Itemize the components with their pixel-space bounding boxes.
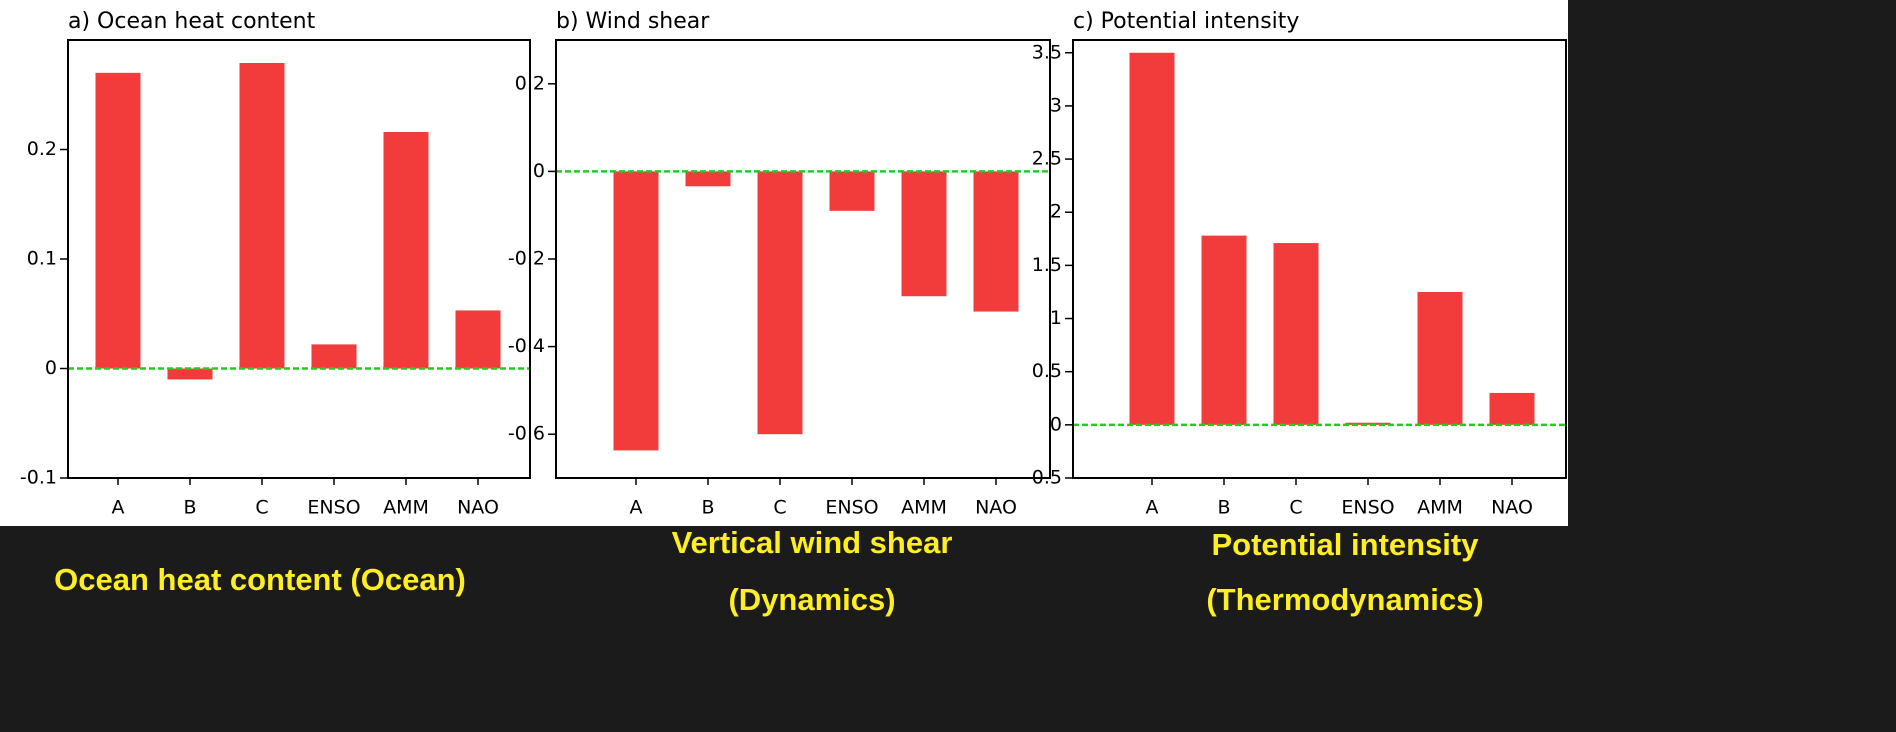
x-tick-label: ENSO bbox=[1341, 497, 1394, 519]
y-tick-label: -0.6 bbox=[508, 423, 545, 445]
y-tick-label: 0 bbox=[533, 160, 545, 182]
x-tick-label: NAO bbox=[975, 497, 1017, 519]
bar bbox=[757, 171, 803, 435]
x-tick-label: C bbox=[1289, 497, 1302, 519]
bar bbox=[901, 171, 947, 297]
y-tick-label: -0.2 bbox=[508, 248, 545, 270]
plot-frame bbox=[1072, 39, 1567, 479]
y-tick-label: 0.5 bbox=[1032, 360, 1062, 382]
y-tick-label: 3.5 bbox=[1032, 41, 1062, 63]
bar bbox=[1345, 422, 1391, 425]
x-tick-label: A bbox=[112, 497, 125, 519]
bar bbox=[685, 171, 731, 187]
y-tick-label: 3 bbox=[1050, 94, 1062, 116]
panel-title: b) Wind shear bbox=[556, 9, 710, 34]
bar bbox=[167, 368, 213, 380]
bar bbox=[1129, 52, 1175, 425]
y-tick-label: 0.2 bbox=[27, 138, 57, 160]
x-tick-label: C bbox=[255, 497, 268, 519]
x-tick-label: B bbox=[1217, 497, 1230, 519]
x-tick-label: ENSO bbox=[825, 497, 878, 519]
caption: Potential intensity bbox=[1212, 527, 1480, 562]
x-tick-label: AMM bbox=[383, 497, 429, 519]
x-tick-label: AMM bbox=[1417, 497, 1463, 519]
y-tick-label: 2 bbox=[1050, 201, 1062, 223]
bar bbox=[973, 171, 1019, 312]
caption: Ocean heat content (Ocean) bbox=[54, 562, 466, 597]
bar bbox=[1273, 243, 1319, 425]
bar bbox=[1417, 291, 1463, 425]
x-tick-label: NAO bbox=[1491, 497, 1533, 519]
bar bbox=[239, 62, 285, 369]
bar bbox=[311, 344, 357, 369]
y-tick-label: 0.2 bbox=[515, 72, 545, 94]
x-tick-label: B bbox=[183, 497, 196, 519]
plot-frame bbox=[555, 39, 1051, 479]
y-tick-label: 0 bbox=[45, 357, 57, 379]
x-tick-label: AMM bbox=[901, 497, 947, 519]
bar bbox=[1489, 392, 1535, 425]
x-tick-label: NAO bbox=[457, 497, 499, 519]
panel-title: c) Potential intensity bbox=[1073, 9, 1299, 34]
bar bbox=[829, 171, 875, 211]
x-tick-label: B bbox=[701, 497, 714, 519]
y-tick-label: 2.5 bbox=[1032, 148, 1062, 170]
panel-title: a) Ocean heat content bbox=[68, 9, 316, 34]
plot-frame bbox=[67, 39, 531, 479]
bar bbox=[95, 72, 141, 369]
y-tick-label: -0.1 bbox=[20, 467, 57, 489]
x-tick-label: A bbox=[630, 497, 643, 519]
bar bbox=[383, 131, 429, 369]
y-tick-label: 0 bbox=[1050, 413, 1062, 435]
x-tick-label: ENSO bbox=[307, 497, 360, 519]
y-tick-label: 1 bbox=[1050, 307, 1062, 329]
bar bbox=[455, 310, 501, 369]
caption: (Dynamics) bbox=[728, 582, 895, 617]
caption: Vertical wind shear bbox=[672, 525, 953, 560]
y-tick-label: -0.4 bbox=[508, 335, 545, 357]
x-tick-label: A bbox=[1146, 497, 1159, 519]
y-tick-label: 0.1 bbox=[27, 248, 57, 270]
caption: (Thermodynamics) bbox=[1206, 582, 1483, 617]
x-tick-label: C bbox=[773, 497, 786, 519]
y-tick-label: 1.5 bbox=[1032, 254, 1062, 276]
bar bbox=[613, 171, 659, 451]
bar bbox=[1201, 235, 1247, 425]
y-tick-label: -0.5 bbox=[1025, 467, 1062, 489]
